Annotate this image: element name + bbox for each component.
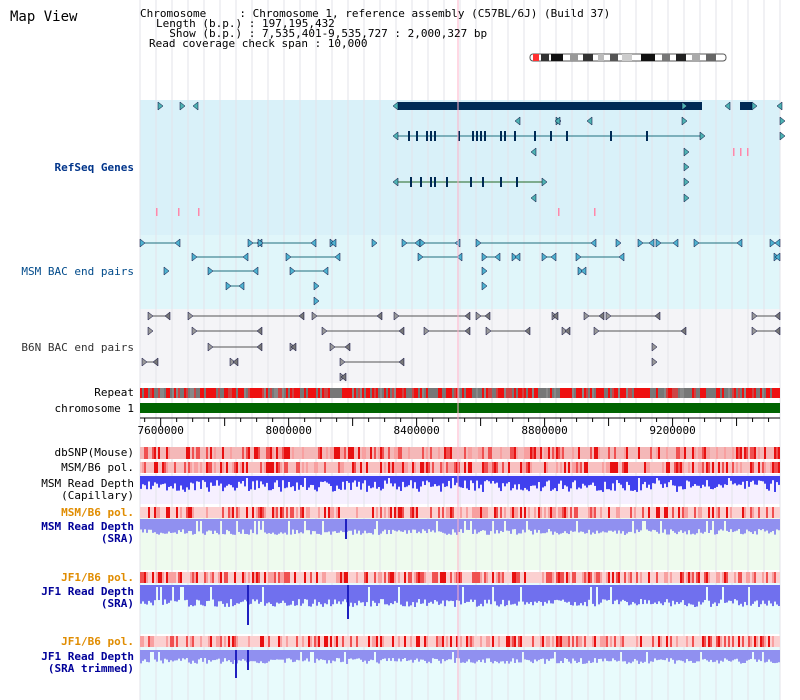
- track-label-jf1-depth-1[interactable]: JF1 Read Depth: [41, 585, 134, 598]
- track-label-b6n-bac[interactable]: B6N BAC end pairs: [21, 341, 134, 354]
- msm-bac-pairs[interactable]: [139, 238, 781, 306]
- msm-pol-sra-track: [140, 507, 780, 518]
- jf1-pol-track-1: [140, 572, 780, 583]
- jf1-pol-track-2: [140, 636, 780, 647]
- page-title: Map View: [10, 9, 78, 25]
- axis-tick-label: 9200000: [649, 424, 696, 437]
- msm-depth-capillary-track: [140, 476, 780, 492]
- track-label-jf1-pol-1[interactable]: JF1/B6 pol.: [61, 571, 134, 584]
- refseq-glyphs[interactable]: [156, 101, 786, 216]
- info-chromosome: Chromosome : Chromosome 1, reference ass…: [140, 7, 611, 20]
- track-label-msm-depth-cap[interactable]: MSM Read Depth: [41, 477, 134, 490]
- track-label-msm-pol-sra[interactable]: MSM/B6 pol.: [61, 506, 134, 519]
- repeat-track: [140, 388, 780, 398]
- track-label-msm-depth-sra[interactable]: MSM Read Depth: [41, 520, 134, 533]
- chromosome-bar: [140, 403, 780, 413]
- axis-tick-label: 7600000: [137, 424, 184, 437]
- chromosome-info: Chromosome : Chromosome 1, reference ass…: [140, 7, 611, 50]
- track-label-refseq[interactable]: RefSeq Genes: [54, 161, 134, 174]
- track-label-msm-depth-sra-sub[interactable]: (SRA): [100, 532, 134, 545]
- track-label-jf1-depth-2-sub[interactable]: (SRA trimmed): [47, 662, 134, 675]
- b6n-bac-pairs[interactable]: [141, 311, 781, 382]
- info-show: Show (b.p.) : 7,535,401-9,535,727 : 2,00…: [156, 27, 488, 40]
- track-label-chromosome[interactable]: chromosome 1: [54, 402, 134, 415]
- msm-pol-track: [140, 462, 780, 473]
- chromosome-ideogram[interactable]: [529, 53, 727, 62]
- track-label-jf1-depth-2[interactable]: JF1 Read Depth: [41, 650, 134, 663]
- track-label-dbsnp[interactable]: dbSNP(Mouse): [54, 446, 134, 459]
- axis-tick-label: 8800000: [521, 424, 568, 437]
- jf1-depth-sra-track: [140, 585, 780, 625]
- track-label-jf1-pol-2[interactable]: JF1/B6 pol.: [61, 635, 134, 648]
- axis-tick-label: 8400000: [393, 424, 440, 437]
- track-label-repeat[interactable]: Repeat: [94, 386, 134, 399]
- info-length: Length (b.p.) : 197,195,432: [156, 17, 335, 30]
- grid-lines: [139, 0, 781, 700]
- axis-tick-label: 8000000: [265, 424, 312, 437]
- track-label-msm-depth-cap-sub[interactable]: (Capillary): [61, 489, 134, 502]
- jf1-depth-trimmed-track: [140, 650, 780, 678]
- track-label-msm-pol[interactable]: MSM/B6 pol.: [61, 461, 134, 474]
- track-label-jf1-depth-1-sub[interactable]: (SRA): [100, 597, 134, 610]
- track-label-msm-bac[interactable]: MSM BAC end pairs: [21, 265, 134, 278]
- info-span: Read coverage check span : 10,000: [149, 37, 368, 50]
- msm-depth-sra-track: [140, 519, 780, 539]
- genome-axis: [140, 417, 780, 426]
- dbsnp-track: [140, 447, 780, 459]
